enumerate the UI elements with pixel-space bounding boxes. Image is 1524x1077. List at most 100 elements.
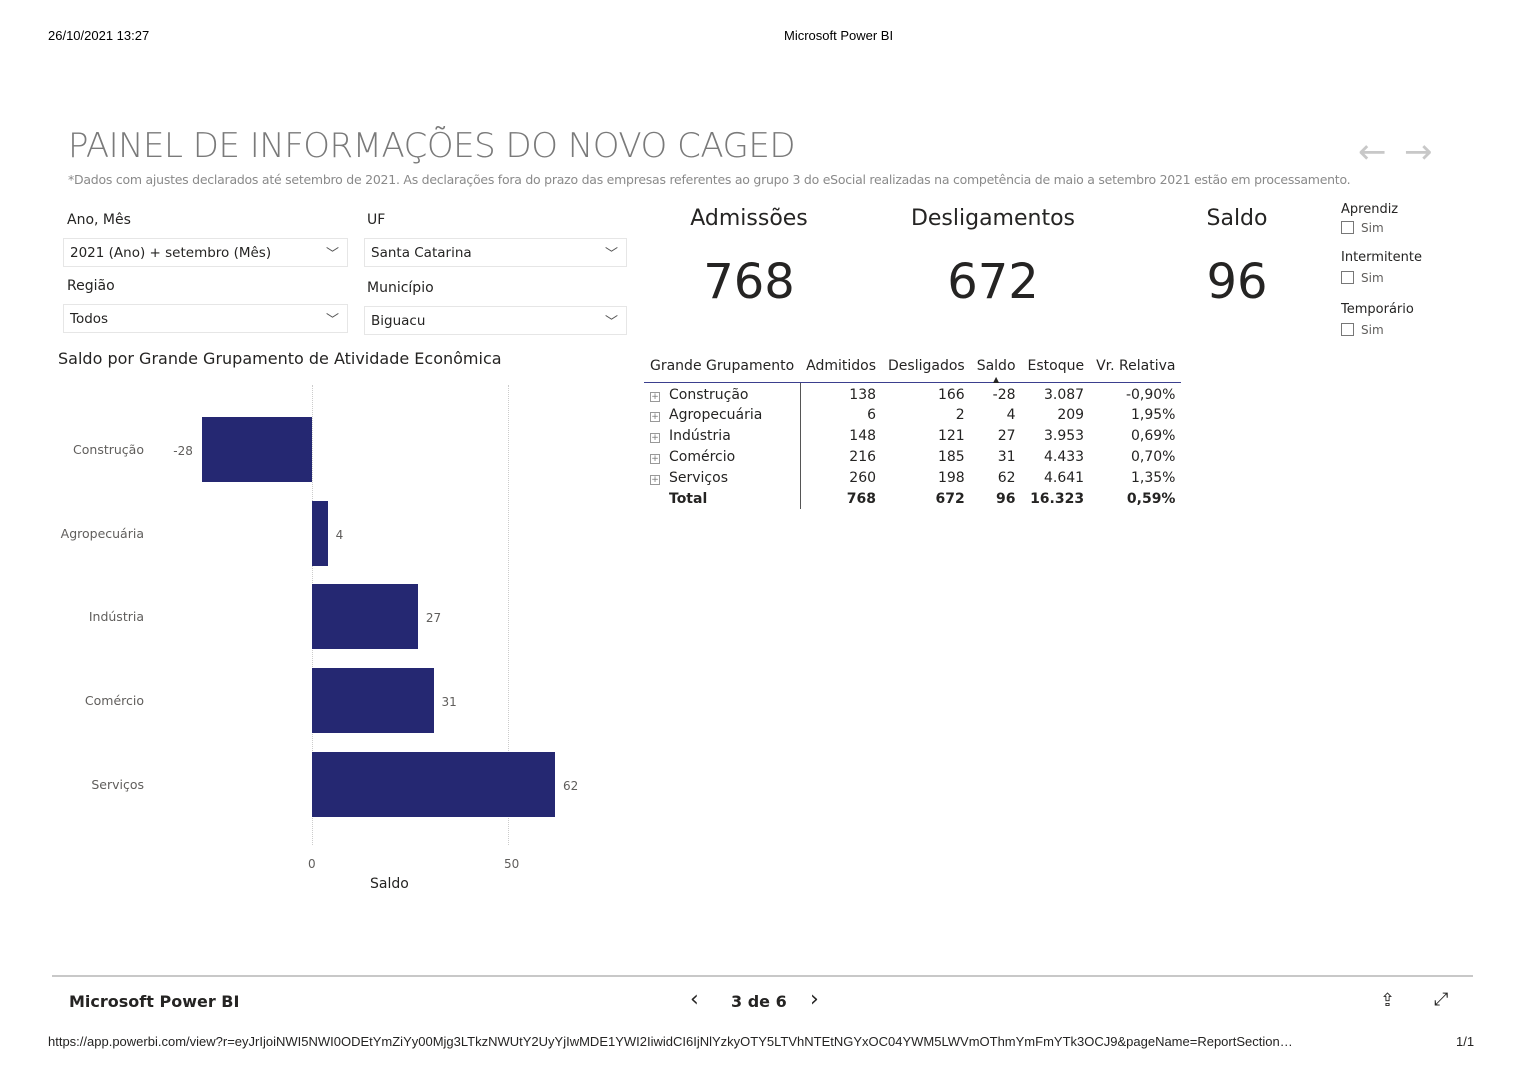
fullscreen-icon[interactable]: ⤢ <box>1434 989 1449 1010</box>
table-cell: 121 <box>882 425 971 446</box>
cell-text: 148 <box>849 427 877 444</box>
prev-page-button[interactable]: ‹ <box>690 987 699 1012</box>
col-header[interactable]: Desligados <box>882 358 971 383</box>
table-cell: 0,69% <box>1090 425 1181 446</box>
table-cell: 0,70% <box>1090 446 1181 467</box>
cell-text: 27 <box>997 427 1016 444</box>
col-header[interactable]: Estoque <box>1021 358 1091 383</box>
table-cell: 198 <box>882 467 971 488</box>
kpi-saldo-value: 96 <box>1206 254 1268 310</box>
cell-text: 138 <box>849 387 877 403</box>
intermitente-title: Intermitente <box>1341 250 1422 265</box>
table-cell: 4 <box>971 404 1022 425</box>
ano-mes-dropdown[interactable]: 2021 (Ano) + setembro (Mês) ﹀ <box>63 238 348 267</box>
y-category-label: Comércio <box>84 693 144 709</box>
bar-comércio <box>312 668 434 734</box>
row-category[interactable]: + Serviços <box>644 467 801 488</box>
next-page-button[interactable]: › <box>810 987 819 1012</box>
cell-text: 166 <box>937 387 965 403</box>
col-header[interactable]: Grande Grupamento <box>644 358 801 383</box>
cell-text: 0,69% <box>1130 427 1176 444</box>
checkbox-label: Sim <box>1361 271 1384 285</box>
print-title: Microsoft Power BI <box>784 28 894 43</box>
data-label: 31 <box>441 695 457 710</box>
filter-label-municipio: Município <box>367 280 434 296</box>
total-cell: Total <box>644 488 801 509</box>
forward-arrow-icon[interactable]: → <box>1404 132 1433 172</box>
share-icon[interactable]: ⇪ <box>1380 990 1396 1011</box>
bar-agropecuária <box>312 500 328 566</box>
col-header-sorted[interactable]: Saldo ▲ <box>970 358 1022 384</box>
back-arrow-icon[interactable]: ← <box>1358 132 1387 172</box>
kpi-desligamentos-value: 672 <box>947 254 1039 310</box>
print-page-count: 1/1 <box>1456 1034 1475 1049</box>
bar-construção <box>202 417 312 482</box>
col-header[interactable]: Vr. Relativa <box>1090 358 1182 383</box>
table-cell: 166 <box>882 383 971 405</box>
page-subtitle: *Dados com ajustes declarados até setemb… <box>68 172 1351 187</box>
x-tick-label: 0 <box>308 857 316 871</box>
table-row: + Comércio 216 185 31 4.433 0,70% <box>644 446 1181 467</box>
municipio-dropdown[interactable]: Biguacu ﹀ <box>364 306 627 335</box>
table-row: + Construção 138 166 -28 3.087 -0,90% <box>644 382 1181 405</box>
total-cell: 672 <box>935 490 965 507</box>
filter-label-uf: UF <box>367 212 386 228</box>
aprendiz-checkbox[interactable]: Sim <box>1341 221 1398 235</box>
cell-text: -28 <box>992 387 1016 403</box>
total-cell: 0,59% <box>1126 490 1176 507</box>
expand-icon[interactable]: + <box>650 432 660 443</box>
cell-text: 3.087 <box>1044 387 1085 403</box>
regiao-dropdown[interactable]: Todos ﹀ <box>63 304 348 333</box>
expand-icon[interactable]: + <box>650 474 660 485</box>
municipio-value: Biguacu <box>371 313 426 329</box>
uf-dropdown[interactable]: Santa Catarina ﹀ <box>364 238 627 267</box>
data-label: 27 <box>425 611 442 626</box>
table-cell: 31 <box>971 446 1022 467</box>
col-header[interactable]: Admitidos <box>800 358 883 383</box>
y-category-label: Construção <box>73 442 144 457</box>
chevron-down-icon: ﹀ <box>604 315 618 330</box>
cell-text: 185 <box>937 448 965 465</box>
cell-text: 2 <box>955 406 965 423</box>
cell-text: 4.641 <box>1044 469 1085 486</box>
row-category[interactable]: + Indústria <box>644 425 801 446</box>
table-header-row: Grande Grupamento Admitidos Desligados S… <box>644 358 1182 384</box>
row-category[interactable]: + Construção <box>644 382 801 404</box>
chart-title: Saldo por Grande Grupamento de Atividade… <box>58 349 502 368</box>
cell-text: 216 <box>849 448 877 465</box>
cell-text: 121 <box>937 427 965 444</box>
cell-text: 260 <box>849 469 877 486</box>
cell-text: 0,70% <box>1130 448 1176 465</box>
row-category[interactable]: + Agropecuária <box>644 404 801 425</box>
data-label: 4 <box>335 527 344 542</box>
cell-text: Agropecuária <box>669 406 763 423</box>
table-cell: 148 <box>800 425 882 446</box>
table-cell: 4.641 <box>1022 467 1091 488</box>
footer-brand: Microsoft Power BI <box>69 992 240 1011</box>
kpi-desligamentos-label: Desligamentos <box>910 206 1076 231</box>
table-cell: 260 <box>800 467 882 488</box>
filter-label-ano-mes: Ano, Mês <box>67 212 131 228</box>
kpi-saldo-label: Saldo <box>1206 206 1268 231</box>
bar-serviços <box>312 751 556 817</box>
cell-text: 3.953 <box>1044 427 1085 444</box>
cell-text: 62 <box>997 469 1016 486</box>
data-label: -28 <box>173 444 193 458</box>
intermitente-checkbox[interactable]: Sim <box>1341 271 1422 285</box>
temporario-checkbox[interactable]: Sim <box>1341 323 1414 337</box>
chevron-down-icon: ﹀ <box>325 247 339 262</box>
checkbox-icon <box>1341 271 1354 284</box>
row-category[interactable]: + Comércio <box>644 446 801 467</box>
expand-icon[interactable]: + <box>650 392 660 402</box>
col-header-label: Saldo <box>976 358 1016 374</box>
cell-text: Indústria <box>669 427 731 444</box>
footer-divider <box>52 975 1473 977</box>
checkbox-icon <box>1341 221 1354 234</box>
table-row: + Agropecuária 6 2 4 209 1,95% <box>644 404 1181 425</box>
table-cell: 3.953 <box>1022 425 1091 446</box>
expand-icon[interactable]: + <box>650 453 660 464</box>
aprendiz-title: Aprendiz <box>1341 202 1399 217</box>
cell-text: 198 <box>937 469 965 486</box>
expand-icon[interactable]: + <box>650 411 660 422</box>
table-cell: 3.087 <box>1022 383 1091 405</box>
